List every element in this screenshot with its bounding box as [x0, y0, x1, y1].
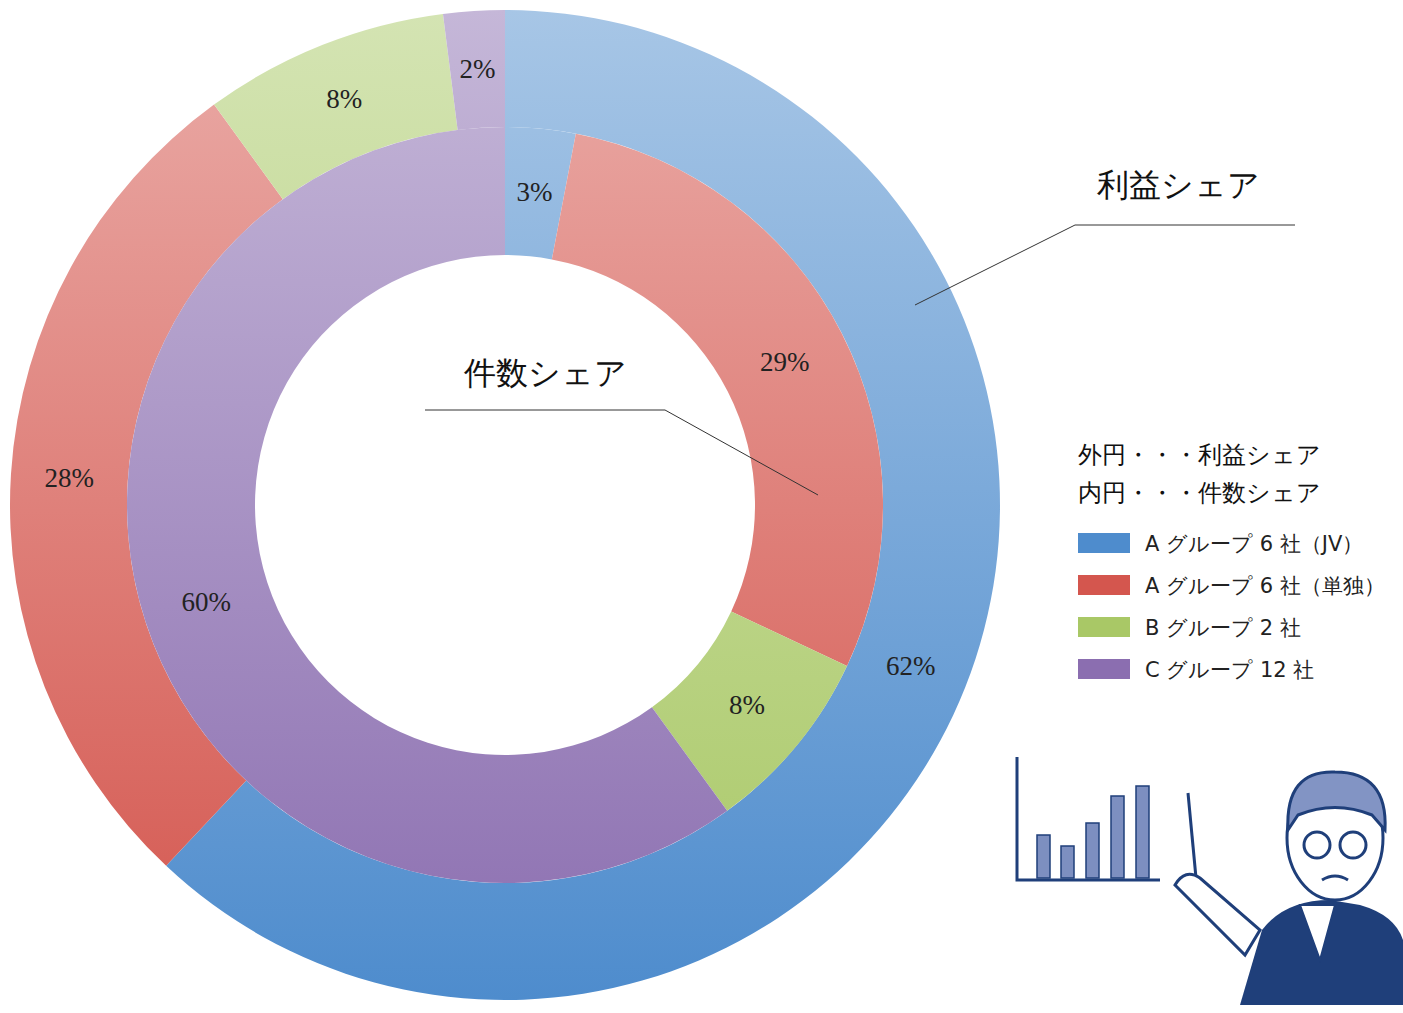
hair [1288, 772, 1385, 830]
data-label: 62% [886, 651, 936, 681]
body [1240, 900, 1403, 1005]
presenter-illustration [1017, 757, 1403, 1005]
icon-axes [1017, 757, 1160, 880]
legend-note: 外円・・・利益シェア [1078, 441, 1321, 469]
data-label: 8% [729, 690, 765, 720]
slice [127, 127, 727, 883]
slice [443, 10, 505, 130]
icon-bar [1111, 796, 1124, 878]
callout-underline [425, 410, 665, 411]
icon-bar [1061, 846, 1074, 878]
legend: 外円・・・利益シェア内円・・・件数シェア A グループ 6 社（JV） A グループ… [1078, 441, 1385, 682]
chart: 62% 28% 8% 2% 3% 29% 8% 60% 利益シェア件数シェア外円・・・利益シェア… [0, 0, 1403, 1013]
legend-label: A グループ 6 社（JV） [1145, 532, 1363, 556]
icon-bar [1037, 835, 1050, 878]
callout-label: 件数シェア [464, 354, 627, 392]
arm [1175, 874, 1260, 955]
shirt [1300, 905, 1335, 960]
callout-leader [665, 410, 818, 495]
icon-bar [1086, 823, 1099, 878]
legend-note: 内円・・・件数シェア [1078, 479, 1321, 507]
slice [552, 134, 883, 666]
legend-swatch [1078, 659, 1130, 679]
callout-underline [1075, 225, 1295, 226]
pointer [1188, 793, 1196, 878]
data-label: 8% [326, 84, 362, 114]
callout-leader [915, 225, 1075, 305]
legend-label: C グループ 12 社 [1145, 658, 1314, 682]
data-label: 3% [517, 177, 553, 207]
legend-swatch [1078, 533, 1130, 553]
legend-swatch [1078, 575, 1130, 595]
mouth [1322, 876, 1348, 880]
legend-label: B グループ 2 社 [1145, 616, 1301, 640]
callout-label: 利益シェア [1097, 166, 1260, 204]
data-label: 29% [760, 347, 810, 377]
glasses [1340, 832, 1366, 858]
icon-bar [1136, 786, 1149, 878]
data-labels: 62% 28% 8% 2% 3% 29% 8% 60% [45, 54, 936, 720]
glasses [1304, 832, 1330, 858]
data-label: 60% [182, 587, 232, 617]
legend-label: A グループ 6 社（単独） [1145, 574, 1385, 598]
slices [10, 10, 1000, 1000]
legend-swatch [1078, 617, 1130, 637]
data-label: 2% [460, 54, 496, 84]
data-label: 28% [45, 463, 95, 493]
